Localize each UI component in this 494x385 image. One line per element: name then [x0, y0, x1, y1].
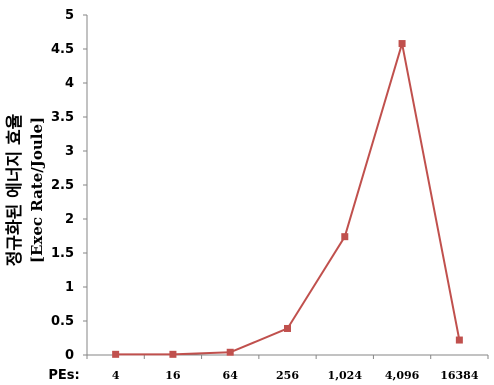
y-axis-title: 정규화된 에너지 효율 [Exec Rate/Joule]: [5, 113, 46, 266]
y-tick-label: 1.5: [51, 246, 74, 261]
x-tick-label: 16384: [440, 369, 479, 382]
y-tick-label: 4.5: [51, 42, 74, 57]
data-point-marker: [398, 40, 406, 48]
y-tick-label: 1: [65, 280, 74, 295]
y-tick-label: 3: [65, 144, 74, 159]
x-tick-label: 4: [112, 369, 120, 382]
x-ticks: 4 16 64 256 1,024 4,096 16384: [86, 355, 489, 382]
y-tick-label: 0.5: [51, 314, 74, 329]
y-tick-label: 5: [65, 8, 74, 23]
y-axis-label: 정규화된 에너지 효율: [5, 113, 25, 266]
data-point-marker: [226, 348, 234, 356]
series-group: [112, 40, 463, 358]
y-tick-label: 0: [65, 348, 74, 363]
x-tick-label: 16: [165, 369, 181, 382]
x-tick-label: 64: [223, 369, 239, 382]
y-axis-sublabel: [Exec Rate/Joule]: [28, 117, 46, 263]
y-ticks: 0 0.5 1 1.5 2 2.5 3 3.5 4 4.5 5: [51, 8, 87, 363]
x-tick-label: 4,096: [385, 369, 420, 382]
data-point-marker: [341, 233, 349, 241]
x-axis-prefix: PEs:: [48, 368, 79, 383]
x-tick-label: 1,024: [328, 369, 363, 382]
data-point-marker: [112, 350, 120, 358]
series-line: [115, 43, 461, 356]
data-point-marker: [284, 324, 291, 332]
y-tick-label: 4: [65, 76, 74, 91]
data-point-marker: [169, 350, 177, 358]
x-tick-label: 256: [276, 369, 299, 382]
y-tick-label: 2.5: [51, 178, 74, 193]
data-point-marker: [455, 336, 463, 344]
y-tick-label: 3.5: [51, 110, 74, 125]
y-tick-label: 2: [65, 212, 74, 227]
